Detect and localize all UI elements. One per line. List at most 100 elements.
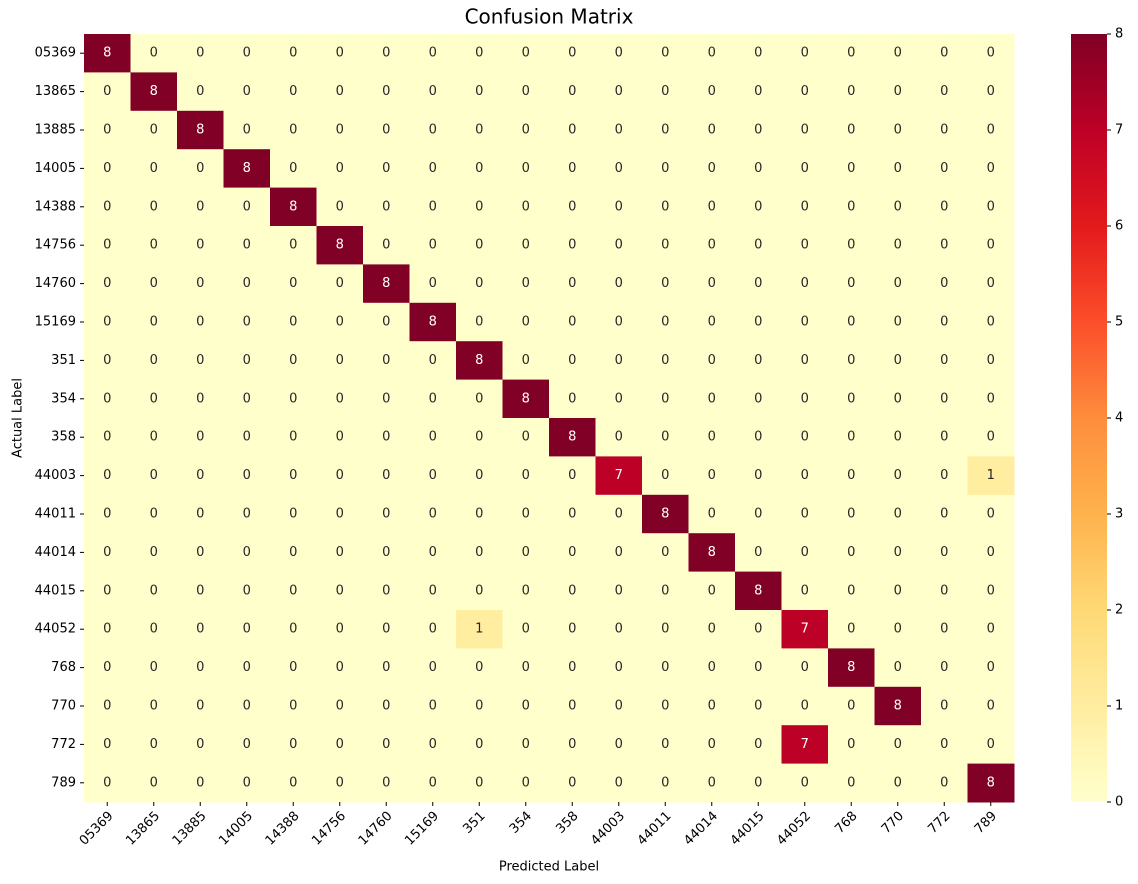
heatmap-cell — [270, 648, 317, 688]
cell-label: 0 — [475, 84, 483, 99]
heatmap-cell — [84, 302, 131, 342]
cell-label: 0 — [615, 660, 623, 675]
heatmap-cell — [921, 110, 968, 150]
heatmap-cell — [363, 302, 410, 342]
cell-label: 0 — [987, 123, 995, 138]
y-tick-label: 44015 — [35, 583, 76, 598]
cell-label: 0 — [196, 545, 204, 560]
heatmap-cell — [84, 456, 131, 496]
heatmap-cell — [316, 341, 364, 381]
heatmap-cell — [828, 34, 875, 73]
heatmap-cell — [549, 302, 596, 342]
heatmap-cell — [967, 725, 1015, 765]
heatmap-cell — [549, 686, 596, 726]
cell-label: 0 — [522, 583, 530, 598]
y-axis-label: Actual Label — [11, 378, 26, 458]
heatmap-cell — [502, 686, 550, 726]
cell-label: 0 — [801, 775, 809, 790]
heatmap-cell — [456, 456, 503, 496]
heatmap-cell — [642, 187, 689, 227]
cell-label: 0 — [103, 468, 111, 483]
cell-label: 7 — [801, 737, 809, 752]
cell-label: 0 — [522, 276, 530, 291]
heatmap-cell — [316, 72, 364, 112]
cell-label: 0 — [522, 238, 530, 253]
heatmap-cell — [921, 187, 968, 227]
heatmap-cell — [316, 418, 364, 457]
heatmap-cell — [642, 264, 689, 304]
y-tick-label: 15169 — [35, 315, 76, 330]
cell-label: 0 — [336, 737, 344, 752]
cell-label: 0 — [568, 276, 576, 291]
heatmap-cell — [921, 763, 968, 803]
cell-label: 0 — [475, 123, 483, 138]
cell-label: 0 — [801, 123, 809, 138]
heatmap-cell — [316, 456, 364, 496]
cell-label: 0 — [150, 583, 158, 598]
cell-label: 0 — [150, 545, 158, 560]
cell-label: 0 — [940, 507, 948, 522]
cell-label: 0 — [754, 353, 762, 368]
cell-label: 0 — [615, 123, 623, 138]
heatmap-cell — [223, 302, 271, 342]
x-tick-label: 15169 — [402, 809, 442, 849]
heatmap-cell — [223, 149, 271, 189]
heatmap-cell — [177, 110, 224, 150]
heatmap-cell — [270, 418, 317, 457]
cell-label: 0 — [801, 46, 809, 61]
heatmap-cell — [177, 226, 224, 265]
heatmap-cell — [363, 533, 410, 573]
heatmap-cell — [642, 72, 689, 112]
cell-label: 0 — [708, 430, 716, 445]
heatmap-cell — [84, 110, 131, 150]
cell-label: 0 — [150, 161, 158, 176]
cell-label: 0 — [429, 507, 437, 522]
x-tick-label: 44014 — [681, 809, 721, 849]
cell-label: 0 — [615, 353, 623, 368]
cell-label: 0 — [336, 46, 344, 61]
heatmap-cell — [456, 763, 503, 803]
cell-label: 0 — [429, 430, 437, 445]
heatmap-cell — [781, 226, 829, 265]
heatmap-cell — [921, 571, 968, 611]
cell-label: 0 — [196, 737, 204, 752]
cell-label: 0 — [150, 123, 158, 138]
heatmap-cell — [874, 725, 922, 765]
colorbar-tick-label: 4 — [1115, 411, 1123, 426]
cell-label: 0 — [336, 391, 344, 406]
heatmap-cell — [874, 110, 922, 150]
heatmap-cell — [921, 34, 968, 73]
cell-label: 0 — [196, 507, 204, 522]
heatmap-cell — [270, 379, 317, 419]
heatmap-cell — [84, 418, 131, 457]
heatmap-cell — [828, 456, 875, 496]
x-tick-label: 13865 — [123, 809, 163, 849]
cell-label: 0 — [475, 276, 483, 291]
cell-label: 0 — [150, 507, 158, 522]
heatmap-cell — [642, 494, 689, 534]
heatmap-cell — [549, 418, 596, 457]
cell-label: 0 — [429, 238, 437, 253]
heatmap-cell — [270, 302, 317, 342]
cell-label: 0 — [894, 161, 902, 176]
cell-label: 0 — [894, 583, 902, 598]
heatmap-cell — [130, 725, 178, 765]
heatmap-cell — [781, 302, 829, 342]
cell-label: 0 — [475, 468, 483, 483]
heatmap-cell — [735, 571, 782, 611]
cell-label: 0 — [103, 391, 111, 406]
heatmap-cell — [642, 571, 689, 611]
heatmap-cell — [735, 341, 782, 381]
cell-label: 0 — [382, 391, 390, 406]
colorbar-tick-label: 8 — [1115, 27, 1123, 42]
heatmap-cell — [409, 686, 457, 726]
cell-label: 0 — [289, 468, 297, 483]
cell-label: 0 — [987, 391, 995, 406]
heatmap-cell — [642, 456, 689, 496]
heatmap-cell — [735, 725, 782, 765]
heatmap-cell — [921, 533, 968, 573]
cell-label: 0 — [382, 660, 390, 675]
cell-label: 0 — [475, 545, 483, 560]
heatmap-cell — [130, 686, 178, 726]
